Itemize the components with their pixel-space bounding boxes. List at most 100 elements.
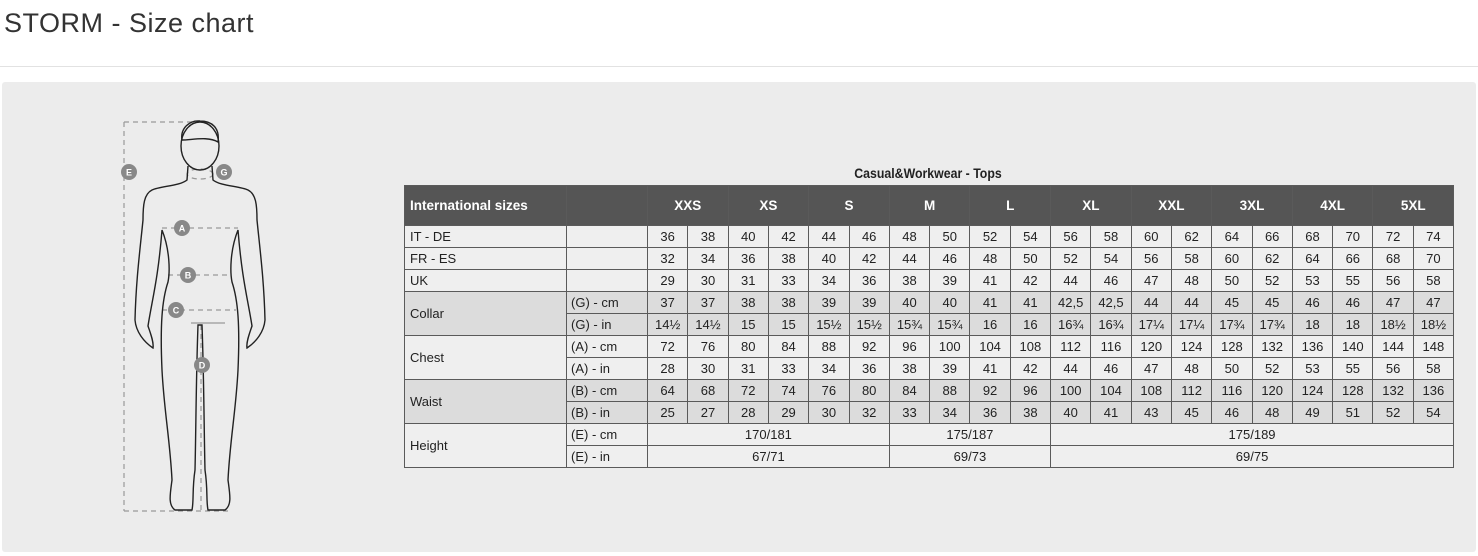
value-cell: 175/187	[888, 423, 1052, 446]
value-cell: 72	[646, 335, 689, 358]
table-row: Waist (B) - cm 64 68 72 74 76 80 84 88 92 96 100 104 1…	[404, 379, 1455, 424]
value-cell: 136	[1291, 335, 1334, 358]
value-cell: 18	[1291, 313, 1334, 336]
value-cell: 41	[1009, 291, 1052, 314]
value-cell: 28	[727, 401, 769, 424]
value-cell: 42,5	[1050, 291, 1092, 314]
value-cell: 76	[808, 379, 850, 402]
value-cell: 40	[1050, 401, 1092, 424]
value-cell: 14½	[646, 313, 689, 336]
label-d: D	[199, 361, 206, 371]
value-cell: 14½	[687, 313, 729, 336]
value-cell: 39	[929, 357, 971, 380]
body-outline	[134, 120, 266, 511]
unit-cell	[566, 247, 648, 270]
row-label: UK	[404, 269, 567, 292]
value-cell: 31	[727, 357, 769, 380]
value-cell: 92	[969, 379, 1011, 402]
unit-cell: (G) - in	[566, 313, 648, 336]
value-cell: 64	[1291, 247, 1334, 270]
value-cell: 66	[1332, 247, 1374, 270]
value-cell: 27	[687, 401, 729, 424]
header-international-sizes: International sizes	[404, 185, 567, 226]
value-cell: 29	[767, 401, 810, 424]
value-cell: 116	[1211, 379, 1253, 402]
header-row: International sizes XXS XS S M L XL XXL 3XL 4XL 5X…	[404, 185, 1455, 226]
header-size: 4XL	[1291, 185, 1374, 226]
value-cell: 112	[1050, 335, 1092, 358]
value-cell: 60	[1130, 225, 1172, 248]
header-size: M	[888, 185, 971, 226]
header-size: XXL	[1130, 185, 1213, 226]
value-cell: 54	[1412, 401, 1455, 424]
value-cell: 38	[687, 225, 729, 248]
label-a: A	[179, 224, 186, 234]
value-cell: 15¾	[929, 313, 971, 336]
value-cell: 15½	[848, 313, 890, 336]
value-cell: 31	[727, 269, 769, 292]
value-cell: 37	[687, 291, 729, 314]
value-cell: 96	[888, 335, 931, 358]
value-cell: 60	[1211, 247, 1253, 270]
value-cell: 48	[1170, 357, 1213, 380]
value-cell: 38	[767, 291, 810, 314]
label-g-badge: G	[216, 164, 232, 180]
unit-cell: (G) - cm	[566, 291, 648, 314]
label-e-badge: E	[121, 164, 137, 180]
table-row: IT - DE 36 38 40 42 44 46 48 50 52 54 56 58 60 62 64 66 6…	[404, 225, 1455, 248]
value-cell: 30	[687, 357, 729, 380]
value-cell: 15	[767, 313, 810, 336]
value-cell: 66	[1251, 225, 1293, 248]
table-row: Height (E) - cm 170/181 175/187 175/189	[404, 423, 1455, 468]
unit-cell: (B) - cm	[566, 379, 648, 402]
value-cell: 38	[727, 291, 769, 314]
value-cell: 70	[1332, 225, 1374, 248]
value-cell: 40	[888, 291, 931, 314]
value-cell: 55	[1332, 357, 1374, 380]
unit-cell: (E) - cm	[566, 423, 648, 446]
label-b-badge: B	[180, 267, 196, 283]
value-cell: 44	[1050, 357, 1092, 380]
value-cell: 34	[808, 269, 850, 292]
value-cell: 38	[888, 269, 931, 292]
label-b: B	[185, 271, 192, 281]
unit-cell	[566, 225, 648, 248]
value-cell: 33	[767, 269, 810, 292]
value-cell: 44	[1130, 291, 1172, 314]
table-title: Casual&Workwear - Tops	[854, 165, 1002, 181]
header-size: 3XL	[1211, 185, 1293, 226]
value-cell: 128	[1332, 379, 1374, 402]
value-cell: 84	[767, 335, 810, 358]
value-cell: 128	[1211, 335, 1253, 358]
value-cell: 67/71	[647, 445, 890, 468]
value-cell: 50	[1009, 247, 1052, 270]
value-cell: 44	[1170, 291, 1213, 314]
value-cell: 18	[1332, 313, 1374, 336]
value-cell: 28	[646, 357, 689, 380]
value-cell: 84	[888, 379, 931, 402]
header-size: XL	[1050, 185, 1132, 226]
value-cell: 56	[1372, 269, 1414, 292]
value-cell: 69/75	[1050, 445, 1455, 468]
value-cell: 124	[1291, 379, 1334, 402]
body-measurement-figure: E G A B C D	[121, 120, 266, 512]
value-cell: 132	[1251, 335, 1293, 358]
value-cell: 108	[1130, 379, 1172, 402]
value-cell: 45	[1251, 291, 1293, 314]
value-cell: 46	[1090, 269, 1132, 292]
value-cell: 34	[929, 401, 971, 424]
value-cell: 175/189	[1050, 423, 1455, 446]
value-cell: 34	[808, 357, 850, 380]
divider	[0, 66, 1478, 67]
unit-cell: (E) - in	[566, 445, 648, 468]
value-cell: 68	[1291, 225, 1334, 248]
value-cell: 120	[1130, 335, 1172, 358]
value-cell: 45	[1211, 291, 1253, 314]
value-cell: 36	[646, 225, 689, 248]
value-cell: 62	[1251, 247, 1293, 270]
value-cell: 72	[1372, 225, 1414, 248]
value-cell: 54	[1009, 225, 1052, 248]
value-cell: 70	[1412, 247, 1455, 270]
value-cell: 46	[1291, 291, 1334, 314]
value-cell: 52	[969, 225, 1011, 248]
